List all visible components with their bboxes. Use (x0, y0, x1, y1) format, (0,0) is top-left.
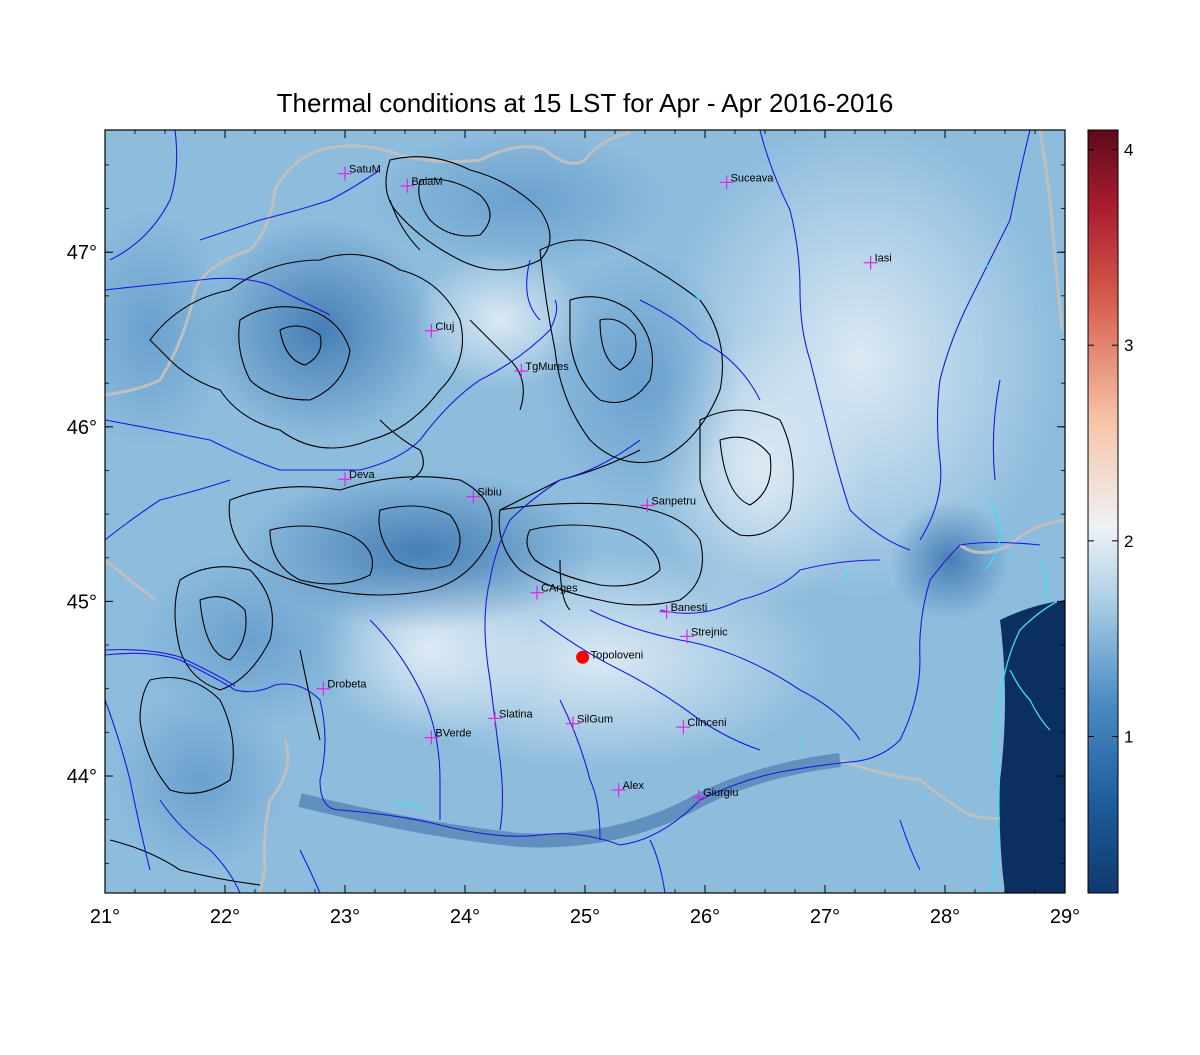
station-sanpetru: Sanpetru (640, 495, 696, 513)
station-silgum: SilGum (566, 714, 613, 731)
station-label: Strejnic (691, 626, 728, 638)
station-banesti: Banesti (659, 602, 708, 619)
lat-tick-label: 44° (67, 766, 97, 788)
lon-tick-label: 24° (450, 906, 480, 928)
station-label: Sibiu (477, 487, 501, 499)
station-giurgiu: Giurgiu (692, 787, 738, 804)
station-label: SilGum (577, 714, 613, 726)
country-borders (105, 130, 1065, 893)
lon-tick-label: 22° (210, 906, 240, 928)
lon-tick-label: 29° (1050, 906, 1080, 928)
lon-tick-label: 26° (690, 906, 720, 928)
station-label: Slatina (499, 708, 534, 720)
station-strejnic: Strejnic (680, 626, 728, 644)
colorbar-tick-label: 4 (1124, 141, 1133, 160)
lon-tick-label: 28° (930, 906, 960, 928)
station-baiam: BaiaM (400, 176, 443, 193)
station-tgmures: TgMures (514, 361, 569, 378)
lat-tick-label: 45° (67, 591, 97, 613)
lon-tick-label: 27° (810, 906, 840, 928)
highlight-dot (576, 650, 590, 664)
station-bverde: BVerde (424, 728, 471, 745)
station-slatina: Slatina (488, 708, 534, 726)
station-drobeta: Drobeta (316, 679, 367, 696)
station-label: Giurgiu (703, 787, 738, 799)
colorbar-tick-label: 1 (1124, 727, 1133, 746)
colorbar-tick-label: 3 (1124, 336, 1133, 355)
station-label: Deva (349, 469, 376, 481)
station-label: Suceava (731, 172, 775, 184)
station-alex: Alex (611, 780, 645, 797)
terrain-contours (109, 156, 794, 886)
station-label: Banesti (671, 602, 708, 614)
station-label: BVerde (435, 728, 471, 740)
station-label: Sanpetru (651, 495, 696, 507)
station-sibiu: Sibiu (466, 487, 502, 504)
station-markers: SatuM BaiaM Suceava Iasi Cluj TgMures Deva Sibi… (316, 164, 892, 804)
highlight-station: Topoloveni (576, 649, 643, 664)
lon-tick-label: 21° (90, 906, 120, 928)
thermal-raster (105, 130, 1065, 893)
lon-tick-label: 23° (330, 906, 360, 928)
coastline (394, 264, 1061, 893)
map-title: Thermal conditions at 15 LST for Apr - A… (276, 88, 894, 118)
highlight-label: Topoloveni (591, 649, 644, 661)
lon-tick-label: 25° (570, 906, 600, 928)
station-label: Iasi (875, 253, 892, 265)
station-clinceni: Clinceni (676, 717, 727, 735)
colorbar: 1 2 3 4 (1087, 129, 1133, 894)
colorbar-ticks: 1 2 3 4 (1088, 141, 1133, 746)
station-suceava: Suceava (719, 172, 775, 190)
station-label: SatuM (349, 164, 381, 176)
lat-tick-label: 46° (67, 417, 97, 439)
station-satum: SatuM (338, 164, 381, 181)
station-label: Alex (623, 780, 645, 792)
rivers (105, 130, 1041, 893)
station-label: BaiaM (411, 176, 442, 188)
colorbar-scale (1087, 129, 1119, 894)
station-label: TgMures (525, 361, 569, 373)
station-label: CArges (541, 583, 578, 595)
station-label: Clinceni (687, 717, 726, 729)
colorbar-tick-label: 2 (1124, 532, 1133, 551)
station-cluj: Cluj (424, 321, 454, 338)
station-label: Cluj (435, 321, 454, 333)
station-iasi: Iasi (863, 253, 892, 270)
lat-tick-label: 47° (67, 242, 97, 264)
station-label: Drobeta (327, 679, 367, 691)
map-axes: 21° 22° 23° 24° 25° 26° 27° 28° 29° 44° 45° 46° 47° (67, 130, 1080, 928)
station-carges: CArges (530, 583, 578, 600)
station-deva: Deva (338, 469, 376, 487)
